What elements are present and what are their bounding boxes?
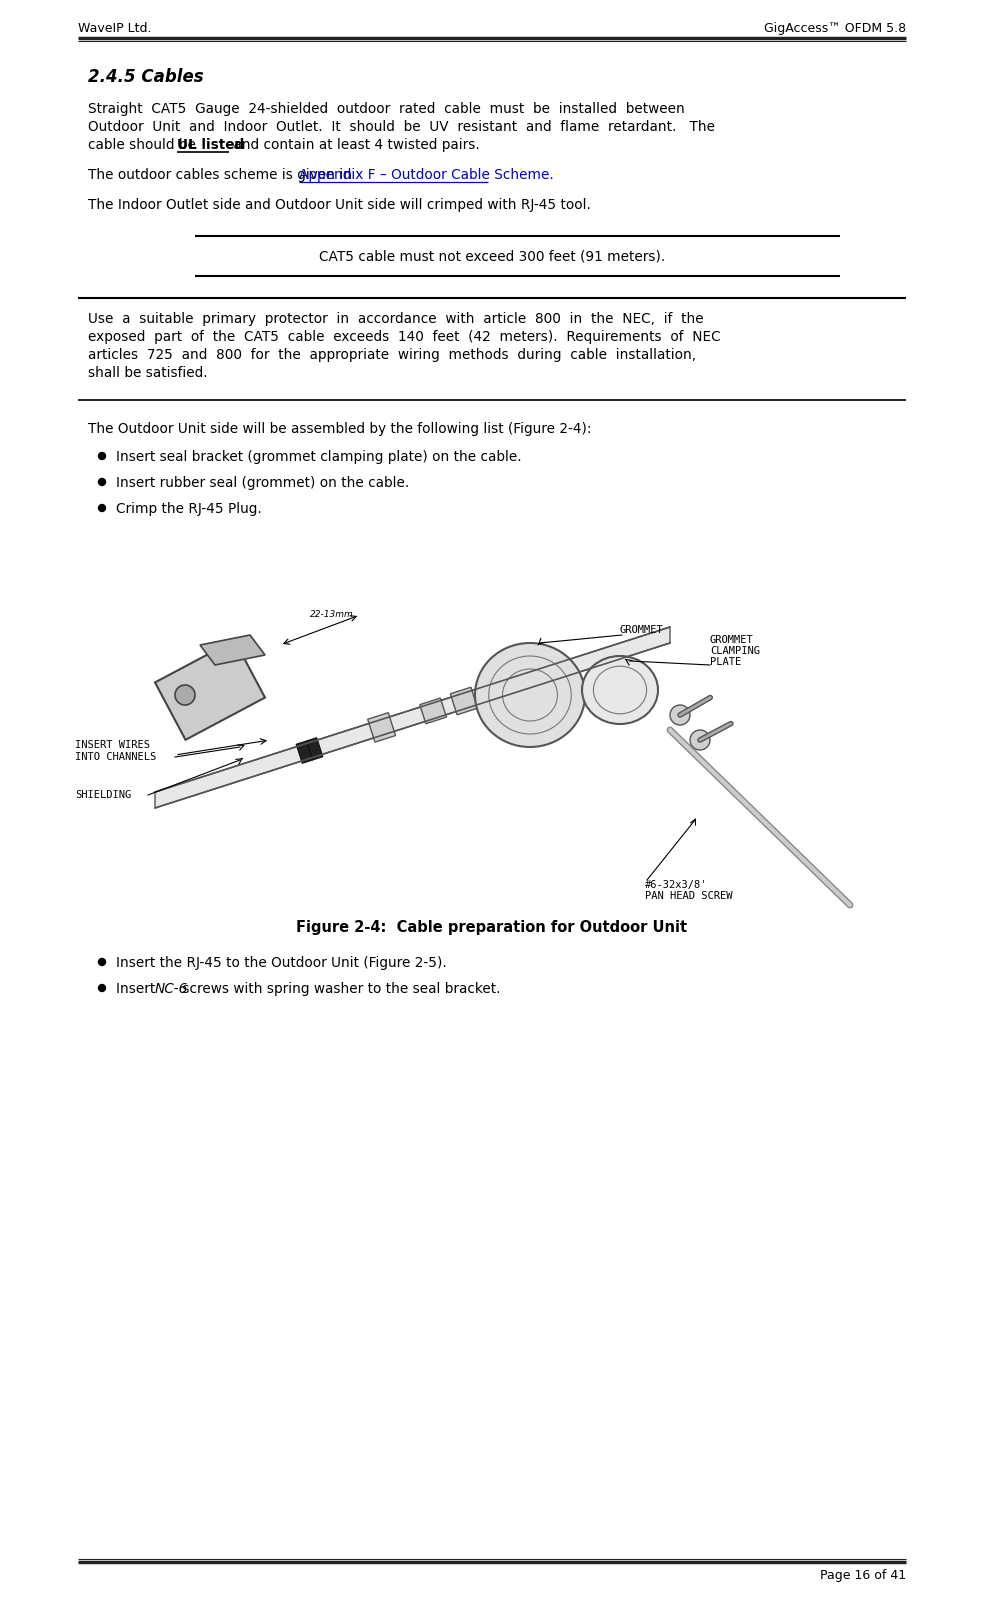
Text: #6-32x3/8': #6-32x3/8' [645, 880, 707, 890]
Circle shape [98, 452, 105, 460]
Circle shape [670, 704, 690, 725]
Text: NC-6: NC-6 [154, 982, 188, 997]
Circle shape [98, 505, 105, 511]
Text: WaveIP Ltd.: WaveIP Ltd. [78, 22, 152, 35]
Polygon shape [296, 741, 313, 763]
Text: GROMMET: GROMMET [620, 624, 664, 636]
Text: screws with spring washer to the seal bracket.: screws with spring washer to the seal br… [178, 982, 501, 997]
Circle shape [98, 984, 105, 992]
Ellipse shape [582, 656, 658, 723]
Text: Insert rubber seal (grommet) on the cable.: Insert rubber seal (grommet) on the cabl… [116, 476, 409, 490]
Polygon shape [200, 636, 265, 664]
Circle shape [175, 685, 195, 704]
Text: Insert: Insert [116, 982, 159, 997]
Polygon shape [306, 738, 323, 760]
Text: Crimp the RJ-45 Plug.: Crimp the RJ-45 Plug. [116, 501, 262, 516]
Text: PAN HEAD SCREW: PAN HEAD SCREW [645, 891, 732, 901]
Text: The outdoor cables scheme is given in: The outdoor cables scheme is given in [88, 168, 356, 182]
Text: exposed  part  of  the  CAT5  cable  exceeds  140  feet  (42  meters).  Requirem: exposed part of the CAT5 cable exceeds 1… [88, 331, 720, 343]
Text: Insert seal bracket (grommet clamping plate) on the cable.: Insert seal bracket (grommet clamping pl… [116, 450, 522, 465]
Text: Straight  CAT5  Gauge  24-shielded  outdoor  rated  cable  must  be  installed  : Straight CAT5 Gauge 24-shielded outdoor … [88, 102, 685, 117]
Text: shall be satisfied.: shall be satisfied. [88, 366, 208, 380]
Text: INSERT WIRES: INSERT WIRES [75, 739, 150, 751]
Text: The Indoor Outlet side and Outdoor Unit side will crimped with RJ-45 tool.: The Indoor Outlet side and Outdoor Unit … [88, 198, 590, 212]
Text: Insert the RJ-45 to the Outdoor Unit (Figure 2-5).: Insert the RJ-45 to the Outdoor Unit (Fi… [116, 957, 447, 969]
Text: The Outdoor Unit side will be assembled by the following list (Figure 2-4):: The Outdoor Unit side will be assembled … [88, 422, 591, 436]
FancyBboxPatch shape [155, 640, 265, 739]
Circle shape [98, 479, 105, 485]
Text: SHIELDING: SHIELDING [75, 791, 131, 800]
Text: Figure 2-4:  Cable preparation for Outdoor Unit: Figure 2-4: Cable preparation for Outdoo… [296, 920, 688, 934]
Text: articles  725  and  800  for  the  appropriate  wiring  methods  during  cable  : articles 725 and 800 for the appropriate… [88, 348, 696, 363]
Text: Use  a  suitable  primary  protector  in  accordance  with  article  800  in  th: Use a suitable primary protector in acco… [88, 311, 704, 326]
Text: 2.4.5 Cables: 2.4.5 Cables [88, 69, 204, 86]
Text: Page 16 of 41: Page 16 of 41 [820, 1568, 906, 1583]
Text: INTO CHANNELS: INTO CHANNELS [75, 752, 156, 762]
Circle shape [690, 730, 710, 751]
Text: Appendix F – Outdoor Cable Scheme.: Appendix F – Outdoor Cable Scheme. [299, 168, 554, 182]
Text: PLATE: PLATE [710, 656, 741, 668]
Text: CAT5 cable must not exceed 300 feet (91 meters).: CAT5 cable must not exceed 300 feet (91 … [319, 251, 665, 264]
Text: GigAccess™ OFDM 5.8: GigAccess™ OFDM 5.8 [764, 22, 906, 35]
Ellipse shape [475, 644, 585, 747]
Text: 22-13mm: 22-13mm [310, 610, 354, 620]
Text: CLAMPING: CLAMPING [710, 647, 760, 656]
Polygon shape [451, 687, 477, 715]
Text: UL listed: UL listed [177, 137, 244, 152]
Polygon shape [368, 712, 396, 743]
Text: GROMMET: GROMMET [710, 636, 754, 645]
Text: Outdoor  Unit  and  Indoor  Outlet.  It  should  be  UV  resistant  and  flame  : Outdoor Unit and Indoor Outlet. It shoul… [88, 120, 715, 134]
Circle shape [98, 958, 105, 966]
Text: and contain at least 4 twisted pairs.: and contain at least 4 twisted pairs. [229, 137, 480, 152]
Polygon shape [155, 628, 670, 808]
Polygon shape [420, 698, 447, 723]
Text: cable should be: cable should be [88, 137, 201, 152]
